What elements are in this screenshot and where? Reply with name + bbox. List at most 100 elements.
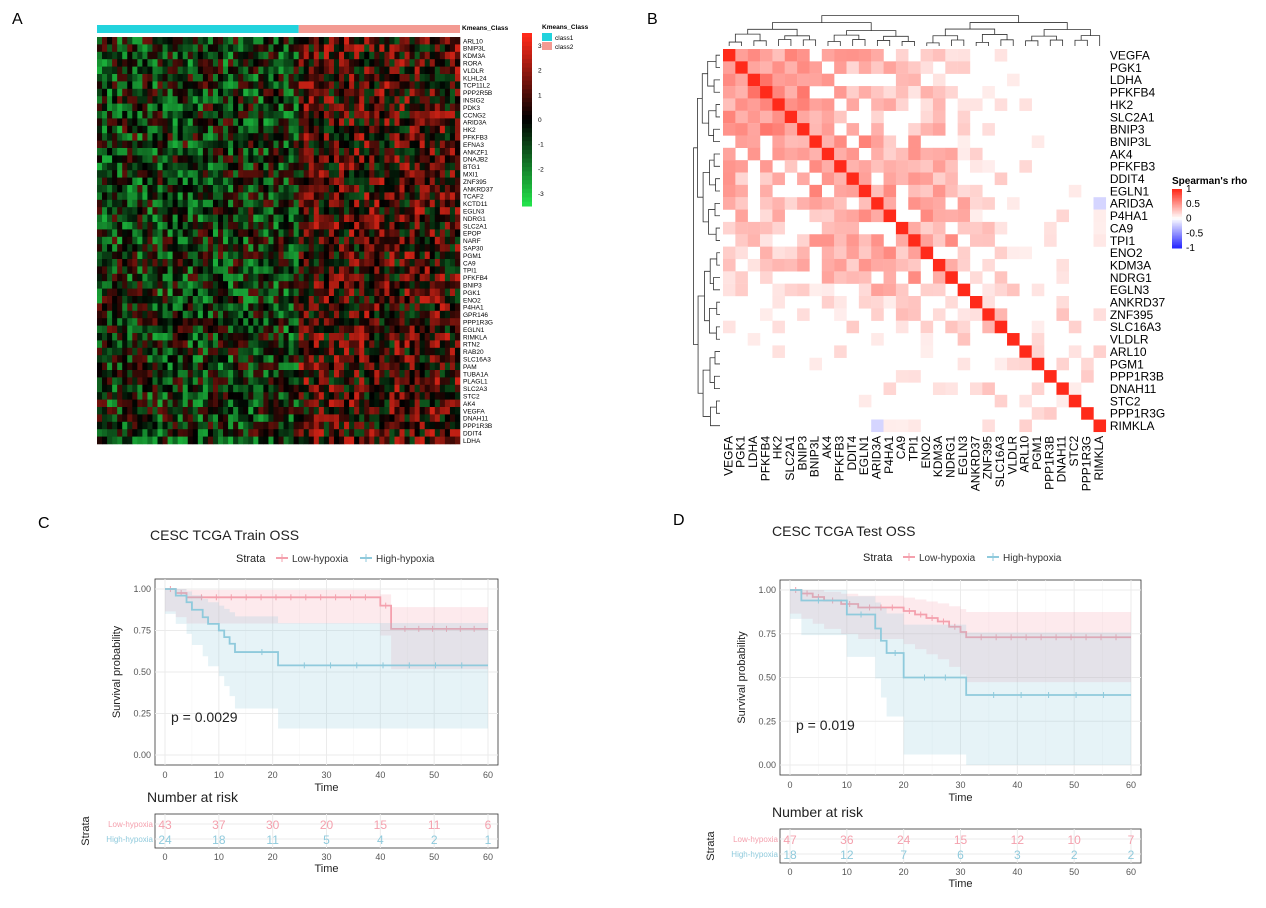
expression-gene-label: PLAGL1 [463,379,488,386]
y-tick-label: 0.75 [758,629,776,639]
expression-gene-label: PFKFB4 [463,275,488,282]
correlation-row-label: ARL10 [1110,345,1147,359]
expression-gene-label: TPI1 [463,268,477,275]
colorbar-tick-label: -2 [538,166,544,173]
p-value: p = 0.019 [796,717,855,733]
risk-count: 18 [783,848,797,862]
x-tick-label: 60 [1126,780,1136,790]
x-tick-label: 20 [268,770,278,780]
expression-gene-label: BNIP3L [463,46,486,53]
correlation-row-label: NDRG1 [1110,271,1152,285]
risk-time-label: 60 [483,852,493,862]
correlation-row-label: RIMKLA [1110,419,1155,433]
risk-time-label: 10 [842,867,852,877]
expression-gene-label: ENO2 [463,297,481,304]
colorbar-tick-label: 0 [538,117,542,124]
expression-gene-label: PGK1 [463,290,481,297]
class-legend-label: class1 [555,35,574,42]
correlation-column-label: SLC16A3 [993,436,1007,488]
expression-gene-label: ANKRD37 [463,186,493,193]
correlation-row-label: EGLN1 [1110,184,1150,198]
risk-time-label: 20 [899,867,909,877]
y-tick-label: 1.00 [133,584,151,594]
expression-gene-label: NARF [463,238,481,245]
y-axis-title: Survival probability [111,625,123,718]
x-tick-label: 50 [1069,780,1079,790]
class-legend-swatch [542,42,552,50]
x-tick-label: 20 [899,780,909,790]
risk-count: 43 [158,818,172,832]
correlation-column-label: KDM3A [931,436,945,477]
y-tick-label: 0.25 [758,716,776,726]
correlation-row-label: HK2 [1110,98,1134,112]
risk-count: 24 [897,833,911,847]
expression-gene-label: PGM1 [463,253,482,260]
risk-x-axis-title: Time [948,878,972,890]
rho-legend-title: Spearman's rho [1172,176,1247,187]
correlation-column-label: PFKFB4 [758,436,772,482]
colorbar-tick-label: -1 [538,142,544,149]
risk-time-label: 10 [214,852,224,862]
risk-row-label: High-hypoxia [731,850,778,859]
expression-gene-label: PPP2R5B [463,90,492,97]
legend-label: High-hypoxia [1003,553,1062,564]
risk-count: 1 [485,833,492,847]
class1-annotation-bar [97,25,299,33]
risk-count: 2 [431,833,438,847]
correlation-column-label: RIMKLA [1092,436,1106,481]
panel-b-correlation-heatmap: VEGFAPGK1LDHAPFKFB4HK2SLC2A1BNIP3BNIP3LA… [693,15,1247,491]
expression-gene-label: KCTD11 [463,201,488,208]
x-tick-label: 0 [162,770,167,780]
risk-table-title: Number at risk [772,804,864,820]
risk-count: 47 [783,833,797,847]
correlation-row-label: PPP1R3B [1110,370,1164,384]
expression-gene-label: PAM [463,364,477,371]
x-axis-title: Time [948,792,972,804]
correlation-column-label: PFKFB3 [832,436,846,482]
correlation-row-label: VLDLR [1110,333,1149,347]
correlation-row-label: CA9 [1110,221,1134,235]
correlation-row-label: SLC16A3 [1110,320,1162,334]
expression-gene-label: ZNF395 [463,179,487,186]
rho-tick-label: 0.5 [1186,199,1200,210]
risk-count: 12 [1011,833,1025,847]
risk-count: 11 [428,818,441,832]
risk-count: 6 [485,818,492,832]
rho-tick-label: 1 [1186,184,1192,195]
expression-gene-label: SLC2A3 [463,386,488,393]
correlation-row-label: ENO2 [1110,246,1143,260]
correlation-column-label: HK2 [771,436,785,460]
colorbar-tick-label: 3 [538,43,542,50]
correlation-row-label: ZNF395 [1110,308,1154,322]
expression-gene-label: TCP11L2 [463,83,490,90]
train-legend: Strata Low-hypoxia High-hypoxia [236,553,435,565]
colorbar-tick-label: 1 [538,92,542,99]
risk-count: 12 [840,848,854,862]
colorbar-tick-label: 2 [538,68,542,75]
rho-tick-label: -1 [1186,243,1195,254]
risk-y-axis-title: Strata [705,830,717,860]
test-km-plot: 0 10 20 30 40 50 60 0.00 0.25 0.50 0.75 1.00 Time Sur… [736,579,1142,804]
x-tick-label: 40 [375,770,385,780]
risk-count: 5 [323,833,330,847]
class-legend-label: class2 [555,44,574,51]
y-tick-label: 0.25 [133,709,151,719]
risk-time-label: 30 [321,852,331,862]
correlation-row-label: ARID3A [1110,197,1153,211]
correlation-row-label: P4HA1 [1110,209,1148,223]
risk-time-label: 40 [1012,867,1022,877]
correlation-column-label: EGLN3 [956,436,970,476]
risk-count: 4 [377,833,384,847]
risk-time-label: 0 [162,852,167,862]
expression-gene-label: KLHL24 [463,75,487,82]
risk-time-label: 20 [268,852,278,862]
panel-label-a: A [12,11,23,28]
expression-gene-label: MXI1 [463,171,479,178]
expression-gene-label: EGLN1 [463,327,485,334]
panel-label-d: D [673,512,685,529]
class-legend-title: Kmeans_Class [542,24,589,31]
risk-time-label: 0 [787,867,792,877]
expression-gene-label: RIMKLA [463,334,488,341]
risk-count: 7 [1128,833,1135,847]
